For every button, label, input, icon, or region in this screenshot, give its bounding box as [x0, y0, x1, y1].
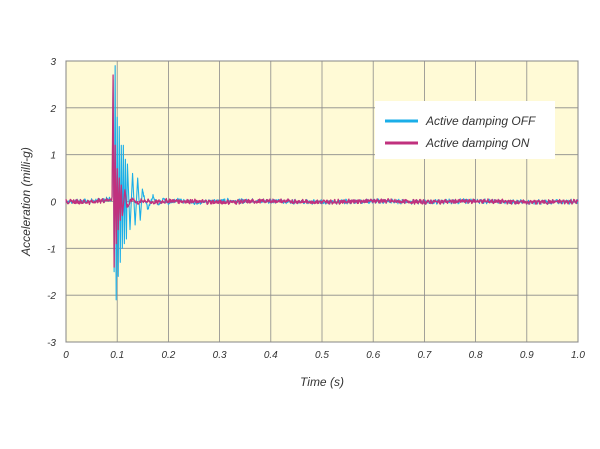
x-tick-label: 0.4 — [264, 350, 278, 361]
legend: Active damping OFF Active damping ON — [375, 101, 555, 159]
y-tick-label: 1 — [50, 151, 56, 162]
y-tick-label: 0 — [50, 198, 56, 209]
x-tick-label: 0.5 — [315, 350, 329, 361]
series-line-on — [65, 74, 579, 268]
x-tick-label: 0.1 — [110, 350, 124, 361]
y-tick-label: 3 — [50, 57, 56, 68]
x-tick-label: 0.8 — [469, 350, 483, 361]
series-line-off — [65, 65, 579, 301]
x-tick-label: 0.6 — [366, 350, 380, 361]
legend-label-off: Active damping OFF — [425, 114, 536, 128]
y-tick-label: -1 — [47, 244, 56, 255]
legend-label-on: Active damping ON — [425, 136, 530, 150]
y-tick-label: 2 — [49, 104, 56, 115]
x-axis-label: Time (s) — [300, 375, 344, 389]
x-tick-labels: 0 0.1 0.2 0.3 0.4 0.5 0.6 0.7 0.8 0.9 1.0 — [63, 350, 585, 361]
x-tick-label: 0.2 — [161, 350, 175, 361]
x-tick-label: 1.0 — [571, 350, 585, 361]
y-tick-label: -3 — [47, 338, 56, 349]
x-tick-label: 0 — [63, 350, 69, 361]
x-tick-label: 0.3 — [213, 350, 227, 361]
legend-box — [375, 101, 555, 159]
y-tick-label: -2 — [47, 291, 56, 302]
y-axis-label: Acceleration (milli-g) — [19, 147, 33, 257]
y-tick-labels: 3 2 1 0 -1 -2 -3 — [47, 57, 56, 349]
x-tick-label: 0.9 — [520, 350, 534, 361]
x-tick-label: 0.7 — [417, 350, 431, 361]
series-layer — [65, 65, 579, 301]
